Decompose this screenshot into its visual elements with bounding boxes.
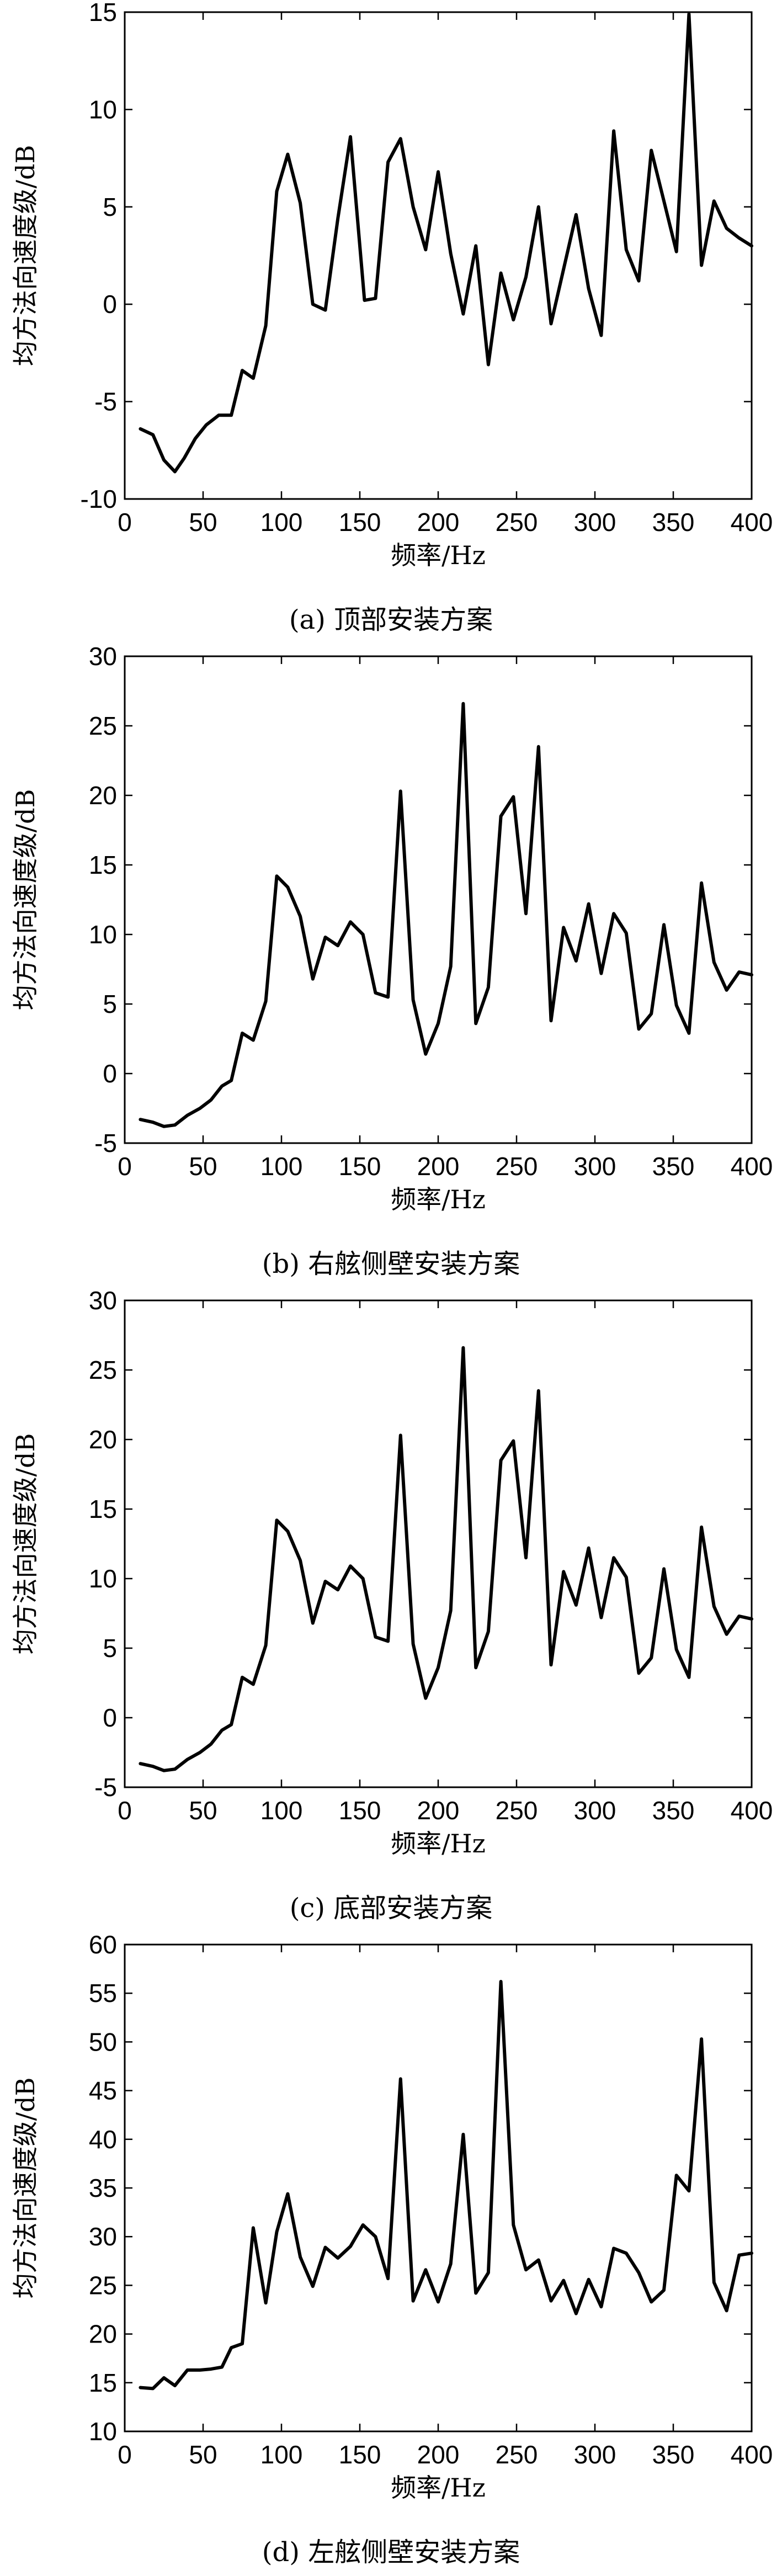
y-tick-label: 20 [89,2320,117,2349]
x-tick-label: 50 [189,1796,217,1825]
plot-frame [124,1943,753,2432]
y-tick-label: 5 [103,193,117,221]
plot-frame [124,1299,753,1788]
y-tick-label: 10 [89,2417,117,2446]
y-tick-label: 30 [89,644,117,671]
y-tick-label: 30 [89,2222,117,2251]
y-axis-label: 均方法向速度级/dB [10,789,40,1011]
y-tick-label: 15 [89,1495,117,1523]
x-tick-label: 200 [417,508,460,537]
x-tick-label: 0 [118,2440,132,2469]
series-line [139,1980,753,2391]
x-tick-label: 350 [652,2440,695,2469]
x-tick-label: 200 [417,2440,460,2469]
y-tick-label: 25 [89,711,117,740]
y-tick-label: -10 [81,485,117,513]
x-tick-label: 250 [496,508,538,537]
y-tick-label: 25 [89,2271,117,2299]
x-tick-label: 250 [496,2440,538,2469]
y-tick-label: 55 [89,1979,117,2007]
x-tick-label: 100 [260,1796,303,1825]
y-tick-label: 45 [89,2076,117,2105]
caption-c: (c) 底部安装方案 [289,1893,493,1924]
x-tick-label: 350 [652,508,695,537]
y-tick-label: 10 [89,95,117,124]
x-axis-label: 频率/Hz [391,540,486,570]
y-tick-label: -5 [94,1773,117,1802]
y-tick-label: 40 [89,2125,117,2154]
x-tick-label: 250 [496,1152,538,1181]
plot-frame [124,11,753,500]
series-line [139,12,753,474]
y-axis-label: 均方法向速度级/dB [10,1433,40,1655]
y-tick-label: 0 [103,290,117,318]
x-tick-label: 300 [574,508,616,537]
caption-a: (a) 顶部安装方案 [289,604,493,635]
chart-c: 0 50 100 150 200 250 300 350 400-5051015202530频率… [10,1288,773,1858]
y-tick-label: 15 [89,2368,117,2397]
x-tick-label: 200 [417,1152,460,1181]
x-axis-label: 频率/Hz [391,1829,486,1858]
panel-b: 0 50 100 150 200 250 300 350 400 -5 0 5 10 15 20 25 30 频率… [0,644,782,1288]
x-tick-label: 0 [118,508,132,537]
y-tick-label: 50 [89,2027,117,2056]
y-tick-label: 5 [103,1634,117,1663]
series-line [139,702,753,1128]
y-tick-label: -5 [94,1129,117,1157]
x-tick-label: 50 [189,508,217,537]
panel-c: 0 50 100 150 200 250 300 350 400 -5 0 5 10 15 20 25 30 频率… [0,1288,782,1932]
x-tick-label: 350 [652,1796,695,1825]
y-tick-label: 0 [103,1703,117,1732]
x-tick-label: 400 [731,2440,773,2469]
y-axis-label: 均方法向速度级/dB [10,145,40,367]
y-tick-label: 30 [89,1288,117,1315]
y-tick-label: 20 [89,781,117,810]
y-axis-label: 均方法向速度级/dB [10,2078,40,2299]
x-tick-label: 150 [339,508,381,537]
chart-d: 0 50 100 150 200 250 300 350 400 10 15 20 25 30 35 40 45… [10,1932,773,2503]
x-tick-label: 150 [339,1152,381,1181]
x-tick-label: 400 [731,508,773,537]
y-tick-label: -5 [94,387,117,416]
y-tick-label: 15 [89,0,117,26]
x-tick-label: 100 [260,1152,303,1181]
x-axis-label: 频率/Hz [391,2473,486,2503]
series-line [139,1346,753,1772]
x-tick-label: 0 [118,1152,132,1181]
x-tick-label: 150 [339,2440,381,2469]
y-tick-label: 60 [89,1932,117,1959]
caption-b: (b) 右舷侧壁安装方案 [262,1249,520,1279]
x-tick-label: 300 [574,1796,616,1825]
x-tick-label: 50 [189,2440,217,2469]
y-tick-label: 10 [89,920,117,949]
x-axis-label: 频率/Hz [391,1185,486,1214]
x-tick-label: 0 [118,1796,132,1825]
x-tick-label: 300 [574,2440,616,2469]
x-tick-label: 300 [574,1152,616,1181]
x-tick-label: 350 [652,1152,695,1181]
y-tick-label: 35 [89,2174,117,2202]
y-tick-label: 20 [89,1425,117,1454]
panel-a: 0 50 100 150 200 250 300 350 400 -10 -5 0 5 10 15 频率/Hz… [0,0,782,644]
x-tick-label: 400 [731,1796,773,1825]
y-tick-label: 5 [103,990,117,1018]
panel-d: 0 50 100 150 200 250 300 350 400 10 15 20 25 30 35 40 45… [0,1932,782,2576]
x-tick-label: 250 [496,1796,538,1825]
y-tick-label: 0 [103,1059,117,1088]
y-tick-label: 15 [89,851,117,879]
y-tick-label: 25 [89,1356,117,1384]
caption-d: (d) 左舷侧壁安装方案 [262,2537,520,2568]
chart-b: 0 50 100 150 200 250 300 350 400-5051015202530频率… [10,644,773,1214]
chart-a: 0 50 100 150 200 250 300 350 400 -10 -5 0 5 10 15 频率/Hz… [10,0,773,570]
x-tick-label: 400 [731,1152,773,1181]
y-tick-label: 10 [89,1564,117,1593]
x-tick-label: 100 [260,2440,303,2469]
x-tick-label: 100 [260,508,303,537]
x-tick-label: 50 [189,1152,217,1181]
x-tick-label: 200 [417,1796,460,1825]
plot-frame [124,655,753,1144]
x-tick-label: 150 [339,1796,381,1825]
